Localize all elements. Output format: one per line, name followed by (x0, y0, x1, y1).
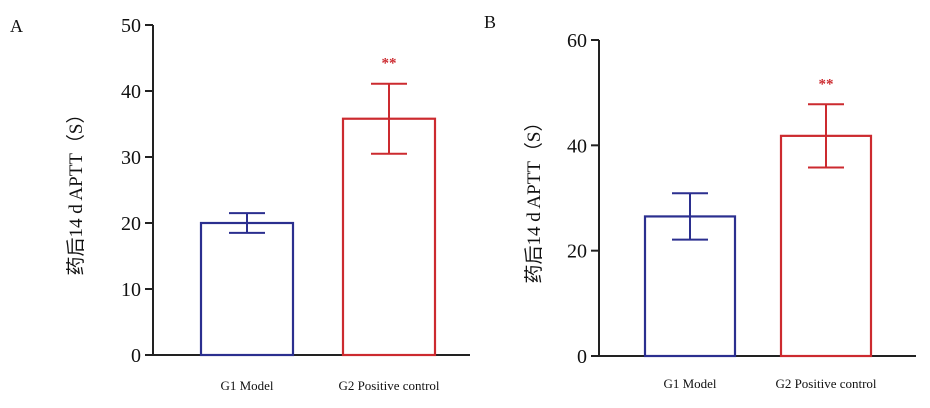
y-tick-label: 20 (567, 241, 587, 263)
y-tick-label: 60 (567, 30, 587, 52)
panel-label: B (484, 12, 496, 32)
x-category-label: G2 Positive control (338, 378, 439, 393)
y-tick-label: 20 (121, 213, 141, 235)
y-tick-label: 10 (121, 279, 141, 301)
panel-label: A (10, 16, 23, 36)
bar (199, 221, 295, 357)
y-tick-label: 0 (577, 346, 587, 368)
significance-marker: ** (819, 76, 834, 92)
significance-marker: ** (382, 56, 397, 72)
x-category-label: G1 Model (663, 376, 716, 391)
y-tick-label: 30 (121, 147, 141, 169)
y-tick-label: 0 (131, 345, 141, 367)
x-category-label: G2 Positive control (775, 376, 876, 391)
y-tick-label: 50 (121, 15, 141, 37)
y-axis-title: 药后14 d APTT（S） (523, 112, 545, 283)
y-axis-title: 药后14 d APTT（S） (65, 104, 87, 275)
x-category-label: G1 Model (220, 378, 273, 393)
panel-a: A 药后14 d APTT（S） 0 10 20 30 40 50 G1 Model ** G2 P… (10, 15, 470, 393)
panel-b: B 药后14 d APTT（S） 0 20 40 60 G1 Model ** G2 Posit… (484, 12, 916, 391)
y-tick-label: 40 (121, 81, 141, 103)
y-tick-label: 40 (567, 135, 587, 157)
bar (341, 117, 437, 357)
bar (779, 134, 873, 358)
